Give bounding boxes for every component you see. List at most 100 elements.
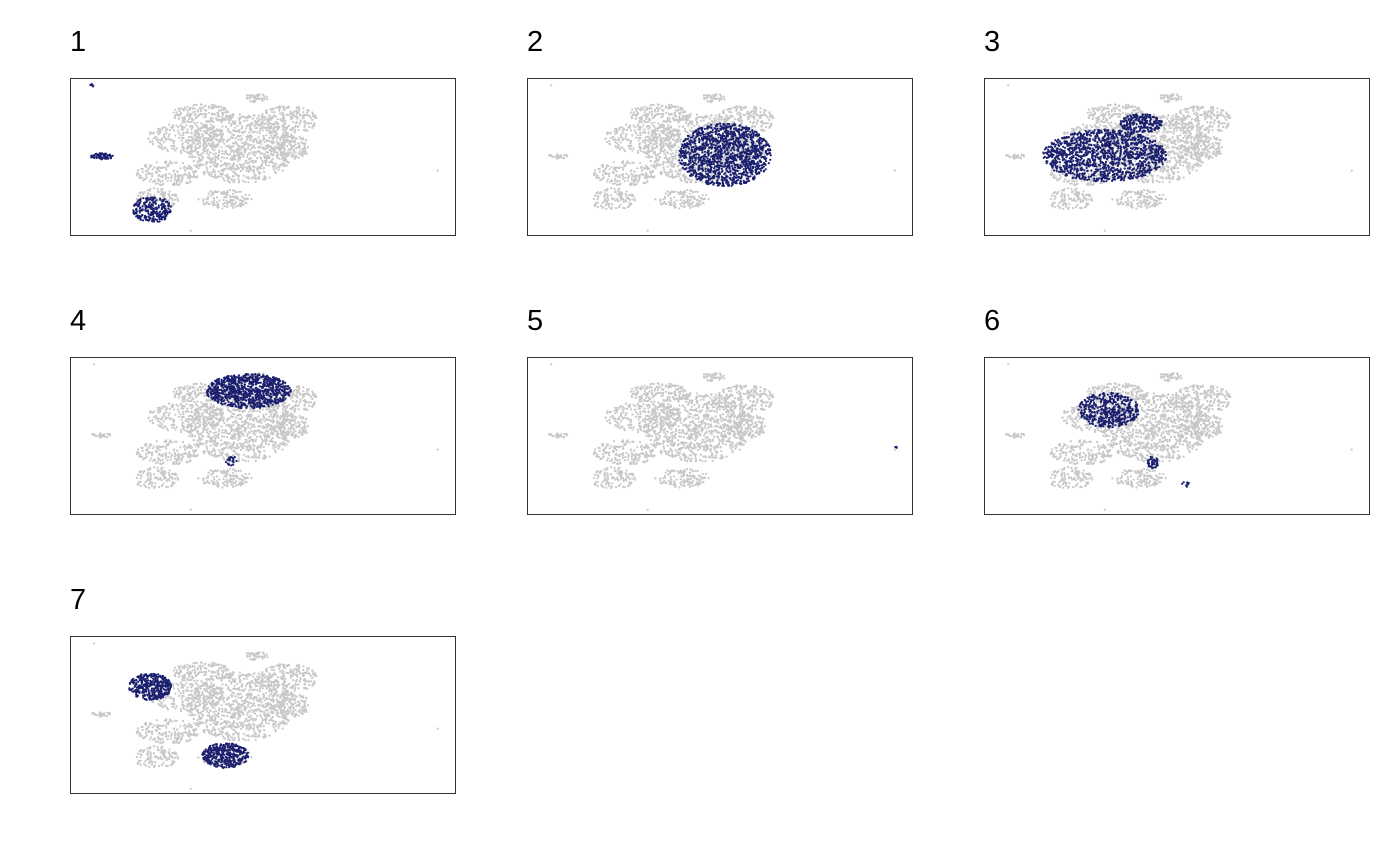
background-point bbox=[603, 189, 606, 192]
background-point bbox=[218, 149, 221, 152]
background-point bbox=[639, 134, 642, 137]
background-point bbox=[660, 137, 663, 140]
background-point bbox=[212, 141, 215, 144]
background-point bbox=[668, 105, 671, 108]
background-point bbox=[705, 114, 708, 117]
background-point bbox=[295, 116, 298, 119]
background-point bbox=[621, 129, 624, 132]
background-point bbox=[752, 116, 755, 119]
background-point bbox=[625, 133, 628, 136]
background-point bbox=[139, 195, 142, 198]
background-point bbox=[613, 130, 616, 133]
background-point bbox=[653, 142, 657, 145]
background-point bbox=[764, 109, 767, 112]
background-point bbox=[144, 178, 147, 181]
highlight-point bbox=[138, 202, 141, 206]
background-point bbox=[252, 159, 255, 162]
background-point bbox=[242, 115, 245, 118]
background-point bbox=[210, 194, 213, 197]
background-point bbox=[621, 177, 624, 180]
background-point bbox=[771, 114, 774, 117]
background-point bbox=[609, 187, 613, 190]
background-point bbox=[620, 133, 623, 136]
background-point bbox=[615, 179, 618, 182]
background-point bbox=[241, 125, 244, 128]
background-point bbox=[216, 142, 219, 146]
background-point bbox=[174, 198, 177, 201]
background-point bbox=[205, 109, 208, 112]
background-point bbox=[625, 128, 629, 132]
background-point bbox=[700, 141, 703, 144]
background-point bbox=[302, 150, 305, 153]
background-point bbox=[638, 142, 641, 145]
background-point bbox=[148, 207, 151, 210]
background-point bbox=[206, 148, 209, 151]
background-point bbox=[668, 147, 671, 151]
background-point bbox=[232, 196, 235, 199]
background-point bbox=[684, 110, 687, 113]
background-point bbox=[268, 136, 271, 139]
background-point bbox=[261, 121, 264, 124]
background-point bbox=[189, 165, 192, 168]
background-point bbox=[193, 174, 196, 177]
background-point bbox=[180, 139, 183, 142]
background-point bbox=[670, 104, 673, 107]
background-point bbox=[247, 94, 250, 97]
background-point bbox=[676, 137, 679, 140]
background-point bbox=[156, 177, 160, 180]
background-point bbox=[186, 120, 189, 124]
background-point bbox=[634, 136, 638, 139]
highlight-point bbox=[741, 128, 744, 131]
background-point bbox=[264, 161, 267, 164]
background-point bbox=[289, 128, 292, 131]
background-point bbox=[142, 179, 145, 182]
background-point bbox=[293, 139, 296, 142]
background-point bbox=[661, 104, 664, 107]
background-point bbox=[659, 141, 662, 144]
background-point bbox=[685, 115, 688, 118]
background-point bbox=[271, 136, 274, 139]
background-point bbox=[631, 134, 634, 137]
background-point bbox=[297, 142, 300, 145]
background-point bbox=[295, 113, 298, 116]
background-point bbox=[265, 147, 268, 150]
background-point bbox=[242, 168, 245, 171]
background-point bbox=[694, 181, 697, 184]
background-point bbox=[256, 141, 259, 144]
background-point bbox=[242, 163, 245, 167]
background-point bbox=[631, 108, 634, 111]
highlight-point bbox=[95, 155, 98, 158]
background-point bbox=[691, 201, 695, 204]
background-point bbox=[268, 139, 271, 142]
background-point bbox=[635, 115, 638, 118]
background-point bbox=[299, 114, 302, 117]
background-point bbox=[669, 163, 672, 167]
background-point bbox=[236, 153, 239, 157]
background-point bbox=[649, 104, 652, 107]
background-point bbox=[197, 150, 200, 154]
background-point bbox=[219, 119, 222, 122]
background-point bbox=[302, 111, 305, 114]
background-point bbox=[659, 139, 662, 142]
background-point bbox=[664, 133, 667, 136]
background-point bbox=[598, 170, 601, 173]
background-point bbox=[625, 123, 628, 126]
background-point bbox=[279, 112, 282, 115]
background-point bbox=[149, 132, 152, 136]
background-point bbox=[182, 128, 185, 131]
background-point bbox=[744, 105, 747, 108]
background-point bbox=[662, 120, 665, 123]
background-point bbox=[703, 197, 706, 200]
background-point bbox=[302, 116, 305, 119]
background-point bbox=[677, 130, 680, 133]
background-point bbox=[220, 108, 223, 111]
background-point bbox=[244, 193, 247, 197]
background-point bbox=[236, 124, 239, 127]
background-point bbox=[621, 146, 624, 149]
background-point bbox=[209, 118, 212, 122]
background-point bbox=[292, 121, 295, 124]
background-point bbox=[206, 168, 209, 171]
background-point bbox=[748, 140, 752, 143]
background-point bbox=[219, 105, 222, 108]
background-point bbox=[707, 94, 711, 97]
